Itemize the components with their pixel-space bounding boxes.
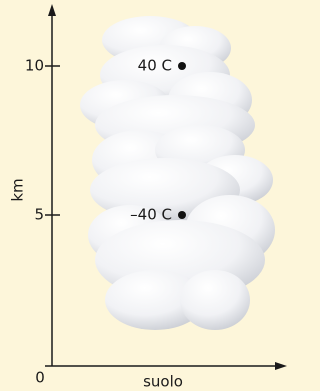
page: {"y_axis": {"label": "km", "ticks": [0, …	[0, 0, 320, 391]
y-tick-label: 0	[35, 369, 45, 387]
y-axis-label: km	[9, 178, 27, 201]
point	[178, 62, 186, 70]
point-label: 40 C	[138, 57, 172, 75]
y-tick-label: 10	[25, 57, 44, 75]
y-tick-label: 5	[34, 206, 44, 224]
point	[178, 211, 186, 219]
x-axis-label: suolo	[143, 373, 183, 391]
diagram: km suolo 0 5 10 40 C –40 C	[0, 0, 288, 391]
point-label: –40 C	[130, 206, 172, 224]
